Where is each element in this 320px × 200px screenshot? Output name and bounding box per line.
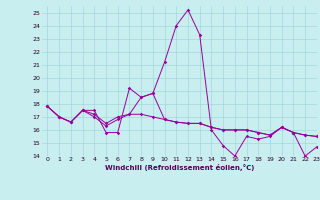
X-axis label: Windchill (Refroidissement éolien,°C): Windchill (Refroidissement éolien,°C) [105, 164, 254, 171]
